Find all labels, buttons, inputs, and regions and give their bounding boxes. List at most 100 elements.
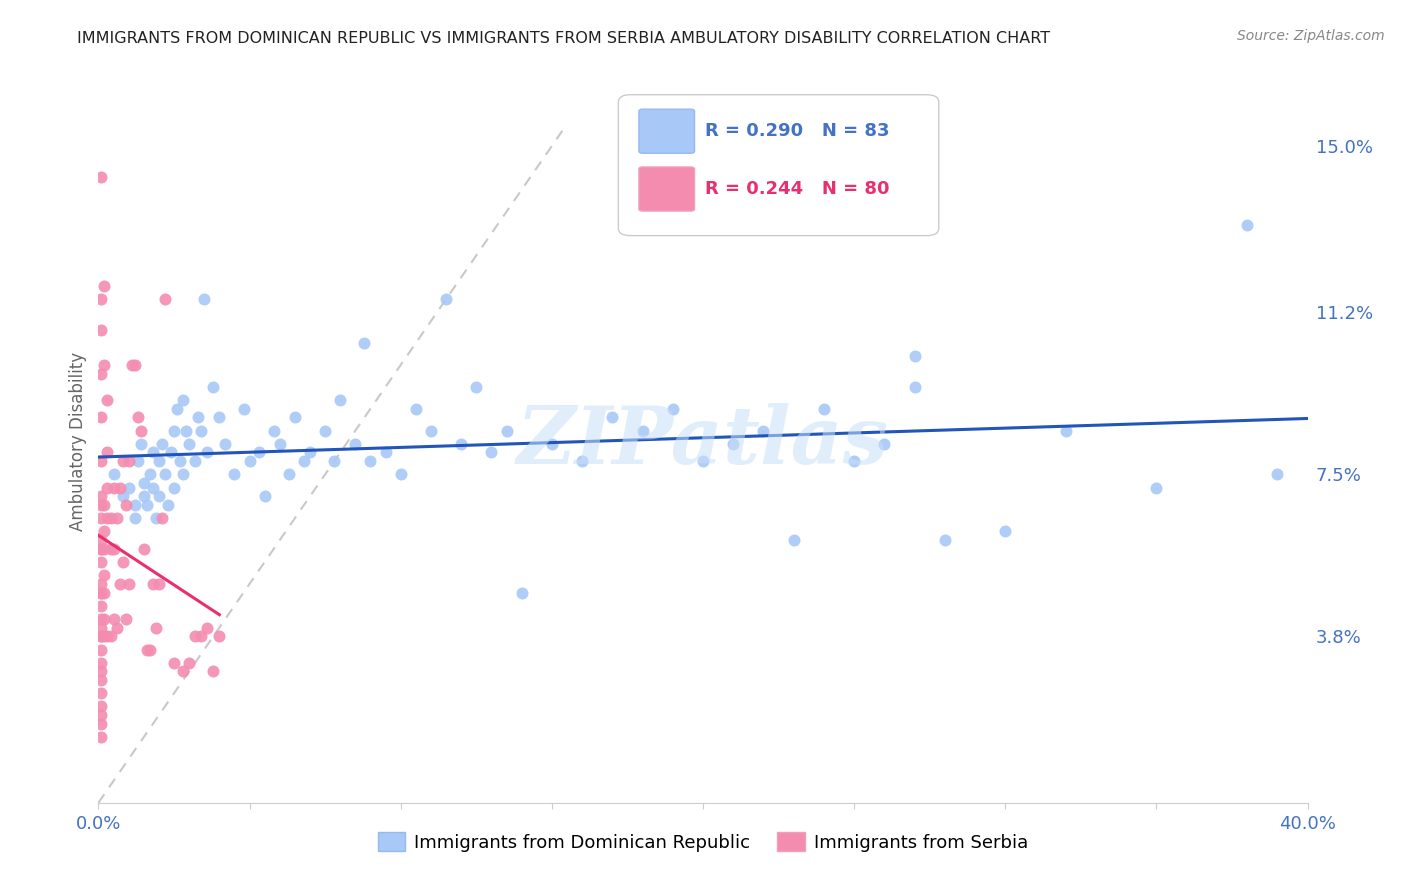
Point <box>1236 218 1258 232</box>
Point <box>90 621 112 635</box>
Point <box>93 279 115 293</box>
Point <box>450 436 472 450</box>
Point <box>353 336 375 351</box>
Point <box>111 555 134 569</box>
Point <box>661 401 683 416</box>
Point <box>100 541 122 556</box>
Point <box>90 629 112 643</box>
Point <box>179 436 201 450</box>
Point <box>148 454 170 468</box>
Point <box>214 436 236 450</box>
Point <box>114 498 136 512</box>
Point <box>263 424 285 438</box>
Point <box>160 445 183 459</box>
Point <box>90 656 112 670</box>
Point <box>90 699 112 714</box>
Point <box>153 292 176 306</box>
Point <box>90 577 112 591</box>
Text: R = 0.290   N = 83: R = 0.290 N = 83 <box>706 122 890 140</box>
Point <box>105 511 128 525</box>
Point <box>1267 467 1289 482</box>
Point <box>100 511 122 525</box>
Point <box>127 410 149 425</box>
Point <box>208 410 231 425</box>
Point <box>934 533 956 547</box>
Point <box>103 541 125 556</box>
Point <box>329 392 352 407</box>
Point <box>299 445 322 459</box>
Point <box>93 585 115 599</box>
Point <box>132 476 155 491</box>
Point <box>190 629 212 643</box>
Point <box>202 380 225 394</box>
Point <box>135 642 157 657</box>
Point <box>172 392 194 407</box>
Text: IMMIGRANTS FROM DOMINICAN REPUBLIC VS IMMIGRANTS FROM SERBIA AMBULATORY DISABILI: IMMIGRANTS FROM DOMINICAN REPUBLIC VS IM… <box>77 31 1050 46</box>
Point <box>124 358 146 372</box>
Point <box>277 467 299 482</box>
Point <box>90 585 112 599</box>
Point <box>90 454 112 468</box>
Point <box>114 612 136 626</box>
Point <box>93 568 115 582</box>
Point <box>135 498 157 512</box>
Point <box>105 621 128 635</box>
Point <box>142 481 165 495</box>
Point <box>434 292 457 306</box>
Point <box>813 401 835 416</box>
Point <box>783 533 806 547</box>
Point <box>1054 424 1077 438</box>
Point <box>90 555 112 569</box>
Point <box>153 467 176 482</box>
Point <box>481 445 503 459</box>
Point <box>994 524 1017 539</box>
Point <box>374 445 396 459</box>
Point <box>132 489 155 503</box>
Point <box>150 436 173 450</box>
Point <box>103 467 125 482</box>
Point <box>111 489 134 503</box>
Point <box>96 481 118 495</box>
Point <box>631 424 654 438</box>
Point <box>124 511 146 525</box>
Point <box>148 489 170 503</box>
FancyBboxPatch shape <box>638 167 695 211</box>
Point <box>172 467 194 482</box>
Point <box>247 445 270 459</box>
Point <box>90 708 112 723</box>
Point <box>405 401 427 416</box>
Point <box>195 621 218 635</box>
Point <box>90 169 112 184</box>
Point <box>179 656 201 670</box>
FancyBboxPatch shape <box>619 95 939 235</box>
Point <box>873 436 896 450</box>
Point <box>184 629 207 643</box>
Legend: Immigrants from Dominican Republic, Immigrants from Serbia: Immigrants from Dominican Republic, Immi… <box>371 825 1035 859</box>
Point <box>602 410 624 425</box>
Point <box>90 292 112 306</box>
Point <box>90 686 112 700</box>
Point <box>142 577 165 591</box>
Point <box>90 367 112 381</box>
Y-axis label: Ambulatory Disability: Ambulatory Disability <box>69 352 87 531</box>
Text: ZIPatlas: ZIPatlas <box>517 403 889 480</box>
Point <box>90 410 112 425</box>
Point <box>93 524 115 539</box>
Point <box>284 410 307 425</box>
Point <box>163 424 186 438</box>
Point <box>208 629 231 643</box>
Point <box>132 541 155 556</box>
Point <box>90 665 112 679</box>
Point <box>111 454 134 468</box>
Point <box>90 498 112 512</box>
Point <box>93 358 115 372</box>
Point <box>96 629 118 643</box>
Point <box>96 511 118 525</box>
Point <box>90 585 112 599</box>
Point <box>108 481 131 495</box>
Point <box>118 481 141 495</box>
Point <box>96 392 118 407</box>
Point <box>108 577 131 591</box>
Point <box>269 436 291 450</box>
Point <box>495 424 517 438</box>
